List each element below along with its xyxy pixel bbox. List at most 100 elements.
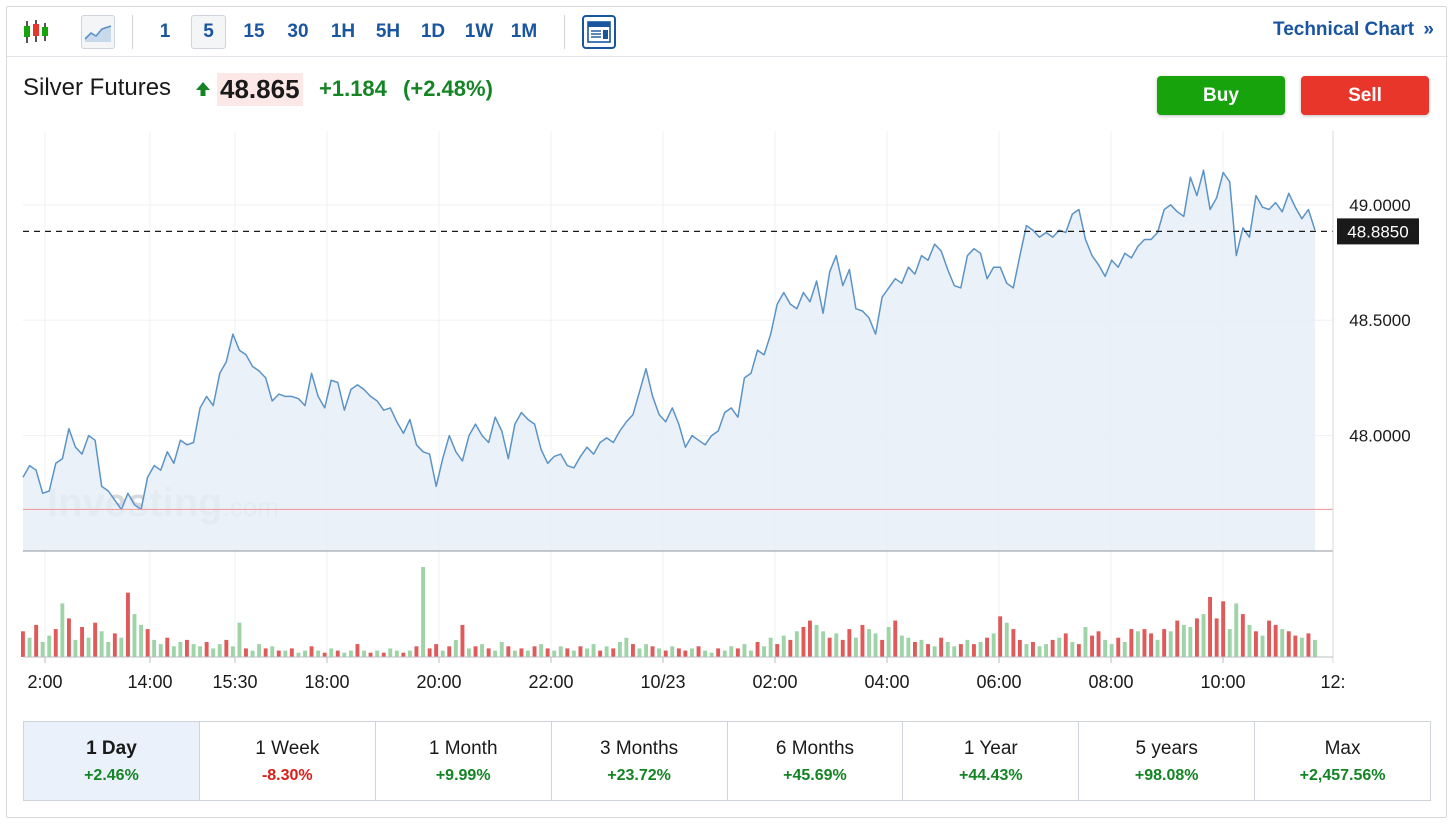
volume-bar (427, 648, 432, 657)
volume-bar (585, 648, 589, 657)
volume-bar (703, 650, 707, 657)
interval-1m[interactable]: 1M (510, 21, 538, 42)
candlestick-icon[interactable] (19, 15, 53, 49)
interval-1[interactable]: 1 (159, 21, 171, 42)
interval-5[interactable]: 5 (191, 15, 226, 49)
period-tab[interactable]: 5 years +98.08% (1079, 722, 1256, 800)
volume-bar (696, 646, 701, 657)
volume-bar (309, 646, 314, 657)
buy-button[interactable]: Buy (1157, 76, 1285, 115)
volume-bar (906, 637, 911, 657)
change-percent: (+2.48%) (403, 76, 493, 101)
volume-bar (1247, 624, 1252, 657)
sell-button[interactable]: Sell (1301, 76, 1429, 115)
volume-bar (854, 637, 858, 657)
volume-bar (270, 646, 275, 657)
panel-layout-icon[interactable] (582, 15, 616, 49)
volume-bar (1017, 639, 1022, 657)
volume-bar (624, 637, 629, 657)
volume-bar (1273, 624, 1278, 657)
volume-bar (34, 624, 39, 657)
volume-bar (467, 648, 471, 657)
x-tick-label: 02:00 (752, 672, 797, 692)
volume-bar (762, 646, 766, 657)
volume-bar (827, 637, 832, 657)
y-tick-label: 48.5000 (1349, 311, 1410, 330)
period-tab[interactable]: 1 Year +44.43% (903, 722, 1080, 800)
volume-bar (158, 644, 163, 657)
technical-chart-link[interactable]: Technical Chart » (1273, 19, 1434, 41)
interval-15[interactable]: 15 (243, 21, 265, 42)
volume-bar (368, 652, 373, 657)
volume-bar (1057, 637, 1062, 657)
volume-bar (650, 646, 655, 657)
volume-bar (873, 633, 878, 657)
volume-bar (814, 624, 819, 657)
price-change: +1.184 (+2.48%) (319, 76, 493, 102)
x-tick-label: 08:00 (1088, 672, 1133, 692)
volume-bar (335, 650, 340, 657)
volume-bar (867, 629, 871, 657)
volume-bar (112, 633, 117, 657)
toolbar-divider (132, 15, 133, 49)
volume-bar (388, 648, 393, 657)
volume-bar (276, 650, 281, 657)
period-tab[interactable]: 3 Months +23.72% (552, 722, 728, 800)
volume-bar (453, 639, 458, 657)
up-arrow-icon (196, 82, 210, 96)
volume-bar (1267, 620, 1271, 657)
volume-bar (414, 646, 419, 657)
volume-bar (1011, 629, 1016, 657)
volume-bar (1076, 644, 1081, 657)
volume-bar (604, 646, 609, 657)
period-tab[interactable]: 1 Week -8.30% (200, 722, 376, 800)
volume-bar (1175, 620, 1180, 657)
interval-30[interactable]: 30 (287, 21, 309, 42)
period-tab[interactable]: Max +2,457.56% (1255, 722, 1430, 800)
volume-bar (165, 637, 170, 657)
volume-bar (716, 648, 721, 657)
period-label: 1 Week (255, 737, 320, 759)
interval-1d[interactable]: 1D (420, 21, 446, 42)
interval-5h[interactable]: 5H (375, 21, 401, 42)
period-change: +23.72% (607, 766, 671, 784)
instrument-name: Silver Futures (23, 74, 172, 101)
volume-bar (506, 646, 511, 657)
x-tick-label: 14:00 (127, 672, 172, 692)
price-chart[interactable]: 2:00 14:00 15:30 18:00 20:00 22:00 10/23 02:00 0… (7, 7, 1448, 707)
volume-bar (132, 614, 137, 657)
volume-bar (598, 650, 603, 657)
volume-bar (558, 646, 563, 657)
volume-bar (978, 642, 983, 657)
line-chart-icon[interactable] (81, 15, 115, 49)
volume-bar (401, 652, 406, 657)
volume-bar (637, 648, 642, 657)
volume-bar (126, 592, 130, 657)
x-tick-label: 10/23 (640, 672, 685, 692)
volume-bar (1037, 646, 1042, 657)
volume-bar (250, 650, 255, 657)
period-tab[interactable]: 1 Day +2.46% (24, 722, 200, 800)
volume-bar (349, 650, 353, 657)
volume-bar (512, 650, 517, 657)
volume-bar (644, 644, 648, 657)
period-tab[interactable]: 1 Month +9.99% (376, 722, 552, 800)
volume-bar (1286, 631, 1291, 657)
volume-bar (676, 648, 681, 657)
period-label: 6 Months (775, 737, 855, 759)
period-label: Max (1324, 737, 1361, 759)
volume-bar (545, 648, 550, 657)
volume-bar (631, 644, 635, 657)
volume-bar (67, 618, 71, 657)
volume-bar (152, 639, 157, 657)
volume-bar (316, 650, 321, 657)
volume-bar (591, 644, 596, 657)
volume-bar (880, 639, 885, 657)
interval-1h[interactable]: 1H (330, 21, 356, 42)
period-tab[interactable]: 6 Months +45.69% (728, 722, 904, 800)
interval-1w[interactable]: 1W (464, 21, 494, 42)
volume-bar (1168, 631, 1173, 657)
volume-bar (106, 642, 111, 657)
volume-bar (1142, 629, 1147, 657)
volume-bar (519, 648, 524, 657)
